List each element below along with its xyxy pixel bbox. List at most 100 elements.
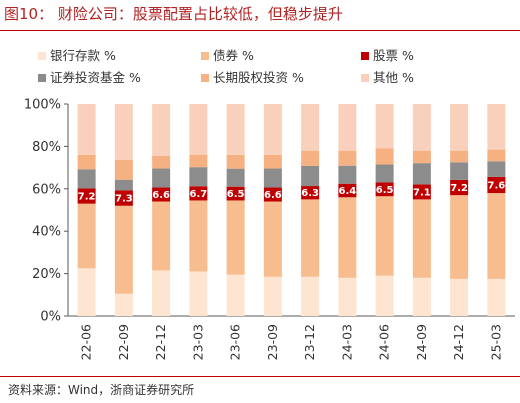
bar-segment (301, 165, 320, 187)
x-tick-label: 22-06 (79, 324, 94, 360)
bar-segment (114, 190, 133, 206)
bar-segment (263, 104, 282, 155)
bar-segment (338, 277, 357, 316)
x-tick-label: 22-09 (116, 324, 131, 360)
bar-segment (301, 150, 320, 166)
bar-segment (263, 187, 282, 202)
bar-segment (301, 186, 320, 200)
x-tick-label: 23-09 (265, 324, 280, 360)
legend-swatch (38, 74, 46, 82)
bar-segment (114, 205, 133, 294)
bar-segment (450, 104, 469, 151)
bar-segment (77, 169, 96, 189)
legend-swatch (201, 74, 209, 82)
bar-segment (375, 148, 394, 165)
bar-segment (189, 154, 208, 168)
bar-segment (450, 162, 469, 180)
bar-segment (77, 203, 96, 269)
bar-segment (301, 276, 320, 316)
bar-segment (226, 200, 245, 275)
x-tick-label: 23-12 (302, 324, 317, 360)
bar-segment (487, 161, 506, 177)
title-bar: 图10： 财险公司：股票配置占比较低，但稳步提升 (0, 0, 520, 32)
bar-segment (450, 195, 469, 279)
title-divider (0, 30, 520, 31)
bar-segment (77, 268, 96, 316)
bar-segment (152, 168, 171, 188)
bar-segment (152, 155, 171, 169)
x-tick-label: 23-06 (228, 324, 243, 360)
bar-segment (450, 150, 469, 163)
bar-segment (189, 271, 208, 316)
x-tick-label: 24-03 (339, 324, 354, 360)
bar-segment (189, 167, 208, 187)
bar-segment (450, 278, 469, 316)
y-tick-label: 80% (32, 140, 61, 155)
legend-label: 长期股权投资 % (213, 70, 304, 85)
footer-divider (0, 376, 520, 377)
bar-segment (189, 104, 208, 155)
bar-data-label: 7.3 (115, 194, 133, 205)
bar-segment (375, 104, 394, 149)
bar-segment (189, 200, 208, 272)
bar-segment (152, 201, 171, 271)
bar-segment (152, 104, 171, 156)
bar-data-label: 7.1 (413, 187, 431, 198)
bar-data-label: 6.7 (190, 189, 208, 200)
y-tick-label: 0% (40, 310, 61, 325)
y-tick-label: 20% (32, 267, 61, 282)
y-tick-label: 60% (32, 182, 61, 197)
y-tick-label: 100% (24, 98, 61, 113)
bar-segment (77, 188, 96, 204)
x-tick-label: 24-09 (414, 324, 429, 360)
bar-data-label: 6.5 (376, 185, 394, 196)
bar-segment (263, 201, 282, 277)
bar-segment (375, 275, 394, 316)
legend-label: 债券 % (213, 48, 254, 63)
bar-segment (338, 165, 357, 184)
bar-data-label: 7.2 (78, 192, 96, 203)
bar-segment (375, 196, 394, 276)
bar-data-label: 6.6 (264, 190, 282, 201)
bar-segment (487, 278, 506, 316)
bar-segment (114, 293, 133, 316)
bar-segment (263, 168, 282, 188)
stacked-bar-chart: 银行存款 % 债券 % 股票 % 证券投资基金 % 长期股权投资 % 其他 % 0% 20% 4… (24, 48, 515, 360)
bar-segment (301, 104, 320, 151)
legend-swatch (38, 52, 46, 60)
bar-segment (114, 104, 133, 160)
bar-data-label: 7.2 (450, 183, 468, 194)
x-tick-label: 22-12 (153, 324, 168, 360)
x-tick-label: 23-03 (190, 324, 205, 360)
bar-segment (114, 159, 133, 180)
bar-segment (487, 149, 506, 162)
bar-segment (77, 104, 96, 155)
bar-segment (375, 164, 394, 183)
bar-segment (226, 104, 245, 155)
x-tick-label: 24-12 (451, 324, 466, 360)
bar-segment (301, 199, 320, 277)
bar-segment (152, 270, 171, 316)
bar-segment (338, 104, 357, 151)
bar-segment (412, 184, 431, 200)
bar-segment (189, 186, 208, 201)
bar-segment (412, 277, 431, 316)
bar-segment (487, 176, 506, 194)
bar-segment (338, 150, 357, 166)
bar-segment (412, 150, 431, 164)
bar-segment (226, 168, 245, 187)
legend-swatch (361, 74, 369, 82)
bar-data-label: 6.5 (227, 189, 245, 200)
bar-segment (263, 276, 282, 316)
bar-data-label: 6.4 (339, 186, 357, 197)
legend-swatch (361, 52, 369, 60)
bar-data-label: 6.3 (301, 188, 319, 199)
bar-data-label: 7.6 (488, 180, 506, 191)
bar-segment (412, 199, 431, 278)
x-tick-label: 25-03 (488, 324, 503, 360)
bar-segment (226, 154, 245, 169)
legend-swatch (201, 52, 209, 60)
bar-segment (77, 154, 96, 170)
x-tick-label: 24-06 (377, 324, 392, 360)
bar-segment (412, 163, 431, 185)
